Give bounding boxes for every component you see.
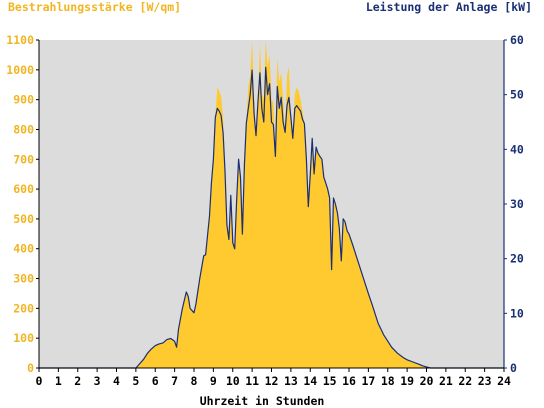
x-tick-label: 3: [94, 374, 101, 388]
left-tick-label: 700: [13, 152, 34, 166]
left-tick-label: 900: [13, 93, 34, 107]
x-tick-label: 14: [303, 374, 317, 388]
x-tick-label: 10: [226, 374, 240, 388]
x-tick-label: 18: [381, 374, 395, 388]
right-tick-label: 50: [510, 88, 524, 102]
left-tick-label: 1100: [6, 33, 34, 47]
right-tick-label: 30: [510, 197, 524, 211]
left-tick-label: 400: [13, 242, 34, 256]
x-tick-label: 17: [361, 374, 375, 388]
left-axis-ticks: 0 100 200 300 400 500 600 700 800 900 1000 1100: [6, 33, 39, 375]
right-axis-label: Leistung der Anlage [kW]: [366, 0, 532, 14]
x-tick-label: 19: [400, 374, 414, 388]
left-tick-label: 500: [13, 212, 34, 226]
x-tick-label: 15: [323, 374, 337, 388]
right-tick-label: 0: [510, 361, 517, 375]
left-tick-label: 200: [13, 301, 34, 315]
x-tick-label: 1: [55, 374, 62, 388]
left-tick-label: 100: [13, 331, 34, 345]
x-tick-label: 2: [74, 374, 81, 388]
x-tick-label: 5: [132, 374, 139, 388]
irradiance-area: [39, 40, 504, 368]
x-tick-label: 11: [245, 374, 259, 388]
x-axis-label: Uhrzeit in Stunden: [200, 394, 325, 408]
x-tick-label: 4: [113, 374, 120, 388]
right-tick-label: 20: [510, 252, 524, 266]
left-tick-label: 1000: [6, 63, 34, 77]
right-tick-label: 60: [510, 33, 524, 47]
x-tick-label: 7: [171, 374, 178, 388]
x-tick-label: 8: [191, 374, 198, 388]
left-tick-label: 300: [13, 272, 34, 286]
x-tick-label: 16: [342, 374, 356, 388]
series-layer: [39, 40, 504, 369]
right-tick-label: 10: [510, 306, 524, 320]
x-tick-label: 22: [458, 374, 472, 388]
x-tick-label: 6: [152, 374, 159, 388]
right-tick-label: 40: [510, 142, 524, 156]
x-tick-label: 12: [265, 374, 279, 388]
left-tick-label: 600: [13, 182, 34, 196]
x-tick-label: 20: [420, 374, 434, 388]
left-tick-label: 0: [27, 361, 34, 375]
x-tick-label: 13: [284, 374, 298, 388]
x-tick-label: 21: [439, 374, 453, 388]
x-tick-label: 24: [497, 374, 511, 388]
left-axis-label: Bestrahlungsstärke [W/qm]: [8, 0, 181, 14]
x-tick-label: 9: [210, 374, 217, 388]
right-axis-ticks: 0 10 20 30 40 50 60: [504, 33, 524, 375]
x-tick-label: 23: [478, 374, 492, 388]
power-line: [39, 66, 504, 369]
left-tick-label: 800: [13, 122, 34, 136]
x-axis-ticks: 0 1 2 3 4 5 6 7 8 9 10 11 12 13 14 15 16 17 18 19 20 21 22 23 24: [36, 368, 511, 388]
x-tick-label: 0: [36, 374, 43, 388]
